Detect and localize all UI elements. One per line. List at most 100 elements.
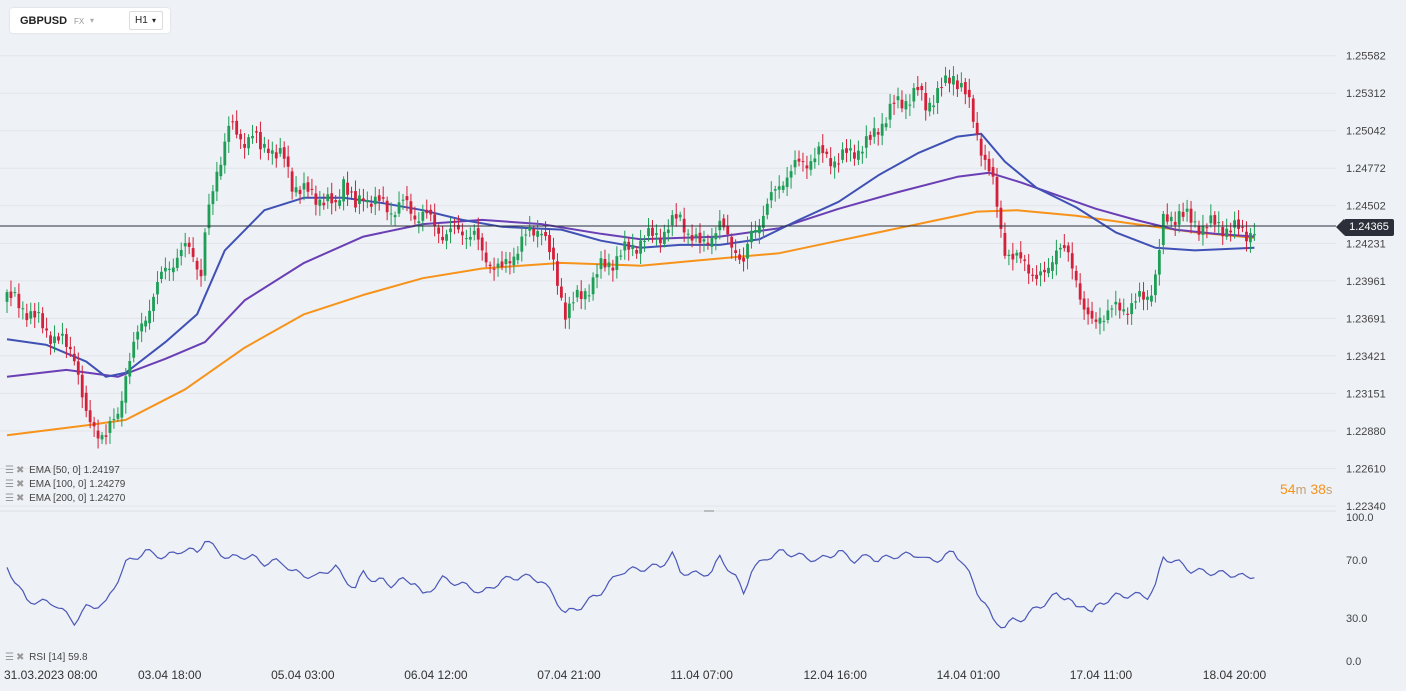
candle-body-up — [703, 239, 706, 241]
candle-body-up — [710, 238, 713, 247]
candle-body-down — [85, 393, 88, 411]
candle-body-up — [592, 277, 595, 294]
candle-body-down — [291, 171, 294, 191]
candle-body-down — [275, 152, 278, 158]
candle-body-up — [402, 200, 405, 201]
candle-body-down — [378, 195, 381, 201]
candle-body-down — [1095, 320, 1098, 322]
symbol-dropdown-icon[interactable]: ▾ — [90, 16, 94, 25]
settings-icon[interactable]: ☰ — [5, 493, 14, 504]
symbol-name[interactable]: GBPUSD — [20, 15, 67, 27]
candle-body-up — [421, 212, 424, 221]
chart-canvas[interactable]: 1.255821.253121.250421.247721.245021.242… — [0, 0, 1406, 691]
candle-body-up — [326, 194, 329, 201]
candle-body-up — [144, 321, 147, 327]
rsi-tick-label: 100.0 — [1346, 512, 1374, 524]
candle-body-up — [140, 323, 143, 331]
candle-body-up — [37, 312, 40, 313]
candle-body-down — [726, 226, 729, 234]
candle-body-down — [283, 147, 286, 158]
price-tick-label: 1.23421 — [1346, 351, 1386, 363]
settings-icon[interactable]: ☰ — [5, 479, 14, 490]
rsi-axis: 100.070.030.00.0 — [1346, 512, 1374, 668]
candle-body-down — [41, 313, 44, 328]
candle-body-up — [671, 215, 674, 225]
candle-body-up — [1051, 262, 1054, 271]
candle-body-up — [623, 242, 626, 251]
candle-body-up — [247, 137, 250, 148]
countdown-minutes-unit: m — [1296, 482, 1307, 497]
candle-body-up — [417, 221, 420, 223]
price-tick-label: 1.23691 — [1346, 313, 1386, 325]
candle-body-down — [307, 182, 310, 191]
candle-body-down — [406, 196, 409, 200]
candle-body-down — [920, 86, 923, 90]
candle-body-up — [109, 421, 112, 433]
candle-body-up — [714, 233, 717, 239]
candle-body-up — [718, 221, 721, 230]
settings-icon[interactable]: ☰ — [5, 652, 14, 663]
price-tick-label: 1.23151 — [1346, 388, 1386, 400]
candle-body-down — [33, 311, 36, 318]
candle-body-up — [390, 213, 393, 214]
candle-body-up — [1059, 248, 1062, 250]
candle-body-down — [651, 228, 654, 236]
candle-body-down — [948, 78, 951, 84]
candle-body-up — [1007, 255, 1010, 256]
candle-body-up — [528, 227, 531, 231]
candle-body-up — [223, 142, 226, 166]
ema-100-value: 1.24279 — [89, 479, 125, 490]
candle-body-up — [1225, 229, 1228, 237]
settings-icon[interactable]: ☰ — [5, 465, 14, 476]
chevron-down-icon: ▾ — [152, 16, 156, 25]
candle-body-up — [758, 226, 761, 233]
candle-body-down — [877, 132, 880, 134]
candle-body-down — [437, 228, 440, 234]
candle-body-down — [192, 248, 195, 257]
candle-body-up — [596, 274, 599, 277]
candle-body-up — [1138, 291, 1141, 297]
remove-icon[interactable]: ✖ — [16, 652, 24, 663]
candle-body-down — [1166, 214, 1169, 221]
candle-body-up — [152, 297, 155, 311]
candle-body-up — [215, 172, 218, 192]
candle-body-down — [311, 189, 314, 190]
price-tick-label: 1.25312 — [1346, 88, 1386, 100]
time-tick-label: 05.04 03:00 — [271, 668, 335, 682]
candle-body-down — [802, 161, 805, 162]
price-tick-label: 1.24231 — [1346, 238, 1386, 250]
candle-body-down — [798, 159, 801, 162]
candle-body-up — [643, 241, 646, 242]
candle-body-up — [667, 230, 670, 233]
candle-body-down — [1229, 231, 1232, 233]
candle-body-up — [1146, 297, 1149, 300]
market-label: FX — [74, 17, 84, 26]
rsi-label: RSI [14] — [29, 652, 65, 663]
candle-body-down — [635, 250, 638, 254]
remove-icon[interactable]: ✖ — [16, 493, 24, 504]
rsi-line-group — [7, 542, 1254, 628]
candle-body-down — [235, 121, 238, 135]
candle-body-down — [485, 253, 488, 263]
price-tick-label: 1.24772 — [1346, 163, 1386, 175]
candle-body-up — [568, 304, 571, 319]
candle-body-up — [520, 237, 523, 252]
candle-body-up — [1162, 214, 1165, 245]
time-tick-label: 03.04 18:00 — [138, 668, 202, 682]
candle-body-up — [1178, 211, 1181, 225]
candle-body-up — [124, 376, 127, 402]
rsi-tick-label: 70.0 — [1346, 555, 1367, 567]
candle-body-up — [113, 419, 116, 420]
candle-body-up — [374, 197, 377, 204]
candle-body-down — [1237, 219, 1240, 229]
candle-body-down — [1079, 283, 1082, 299]
remove-icon[interactable]: ✖ — [16, 479, 24, 490]
candle-body-up — [366, 200, 369, 202]
candle-body-down — [1245, 232, 1248, 242]
candle-body-up — [263, 144, 266, 148]
candle-body-up — [1209, 215, 1212, 223]
candle-body-down — [1004, 233, 1007, 256]
timeframe-select[interactable]: H1 ▾ — [129, 11, 163, 30]
remove-icon[interactable]: ✖ — [16, 465, 24, 476]
candle-body-down — [382, 197, 385, 198]
